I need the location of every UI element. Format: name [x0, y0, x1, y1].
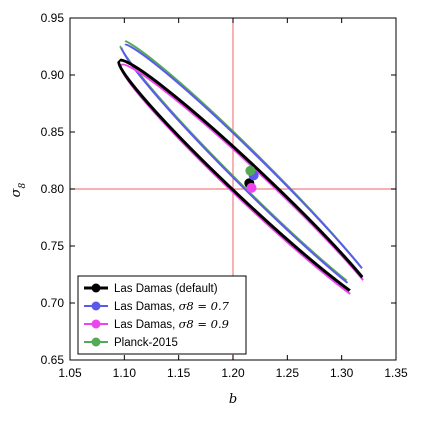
x-tick-label: 1.05: [58, 366, 82, 380]
legend-label-1: Las Damas, σ8 = 0.7: [114, 299, 230, 313]
y-tick-label: 0.75: [41, 239, 65, 253]
x-tick-label: 1.25: [276, 366, 300, 380]
y-tick-label: 0.95: [41, 11, 65, 25]
x-tick-label: 1.20: [221, 366, 245, 380]
legend-label-3: Planck-2015: [114, 337, 178, 349]
legend-marker-1: [91, 301, 101, 311]
point-2: [246, 182, 257, 193]
y-tick-label: 0.85: [41, 125, 65, 139]
x-tick-label: 1.10: [113, 366, 137, 380]
point-3: [245, 165, 256, 176]
legend-label-0: Las Damas (default): [114, 283, 218, 295]
legend: Las Damas (default) Las Damas, σ8 = 0.7 La…: [77, 275, 247, 355]
legend-marker-2: [91, 319, 101, 329]
x-tick-label: 1.35: [384, 366, 408, 380]
legend-label-2: Las Damas, σ8 = 0.9: [114, 317, 229, 331]
x-axis-label: b: [229, 392, 237, 407]
legend-marker-0: [91, 283, 101, 293]
axis-ticks: 1.05 1.10 1.15 1.20 1.25 1.30 1.35 0.65 0.70 0.75…: [41, 11, 408, 380]
y-tick-label: 0.80: [41, 182, 65, 196]
y-tick-label: 0.65: [41, 353, 65, 367]
x-tick-label: 1.15: [167, 366, 191, 380]
x-tick-label: 1.30: [330, 366, 354, 380]
y-axis-label: σ8: [9, 182, 28, 197]
y-tick-label: 0.70: [41, 296, 65, 310]
y-tick-label: 0.90: [41, 68, 65, 82]
legend-marker-3: [91, 337, 101, 347]
